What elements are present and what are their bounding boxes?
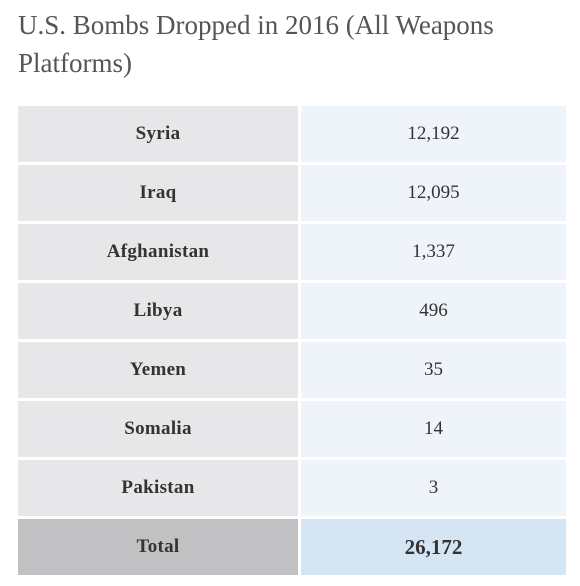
table-row: Syria 12,192 [18,106,566,162]
total-row: Total 26,172 [18,519,566,575]
country-cell: Libya [18,283,298,339]
table-row: Iraq 12,095 [18,165,566,221]
table-title: U.S. Bombs Dropped in 2016 (All Weapons … [18,10,494,78]
value-cell: 1,337 [301,224,566,280]
bombs-table: Syria 12,192 Iraq 12,095 Afghanistan 1,3… [18,106,566,575]
table-row: Afghanistan 1,337 [18,224,566,280]
value-cell: 14 [301,401,566,457]
country-cell: Yemen [18,342,298,398]
country-cell: Somalia [18,401,298,457]
total-label-cell: Total [18,519,298,575]
table-row: Pakistan 3 [18,460,566,516]
country-cell: Syria [18,106,298,162]
value-cell: 35 [301,342,566,398]
country-cell: Iraq [18,165,298,221]
table-row: Somalia 14 [18,401,566,457]
value-cell: 12,095 [301,165,566,221]
value-cell: 12,192 [301,106,566,162]
value-cell: 3 [301,460,566,516]
value-cell: 496 [301,283,566,339]
country-cell: Afghanistan [18,224,298,280]
total-value-cell: 26,172 [301,519,566,575]
table-row: Yemen 35 [18,342,566,398]
table-row: Libya 496 [18,283,566,339]
country-cell: Pakistan [18,460,298,516]
